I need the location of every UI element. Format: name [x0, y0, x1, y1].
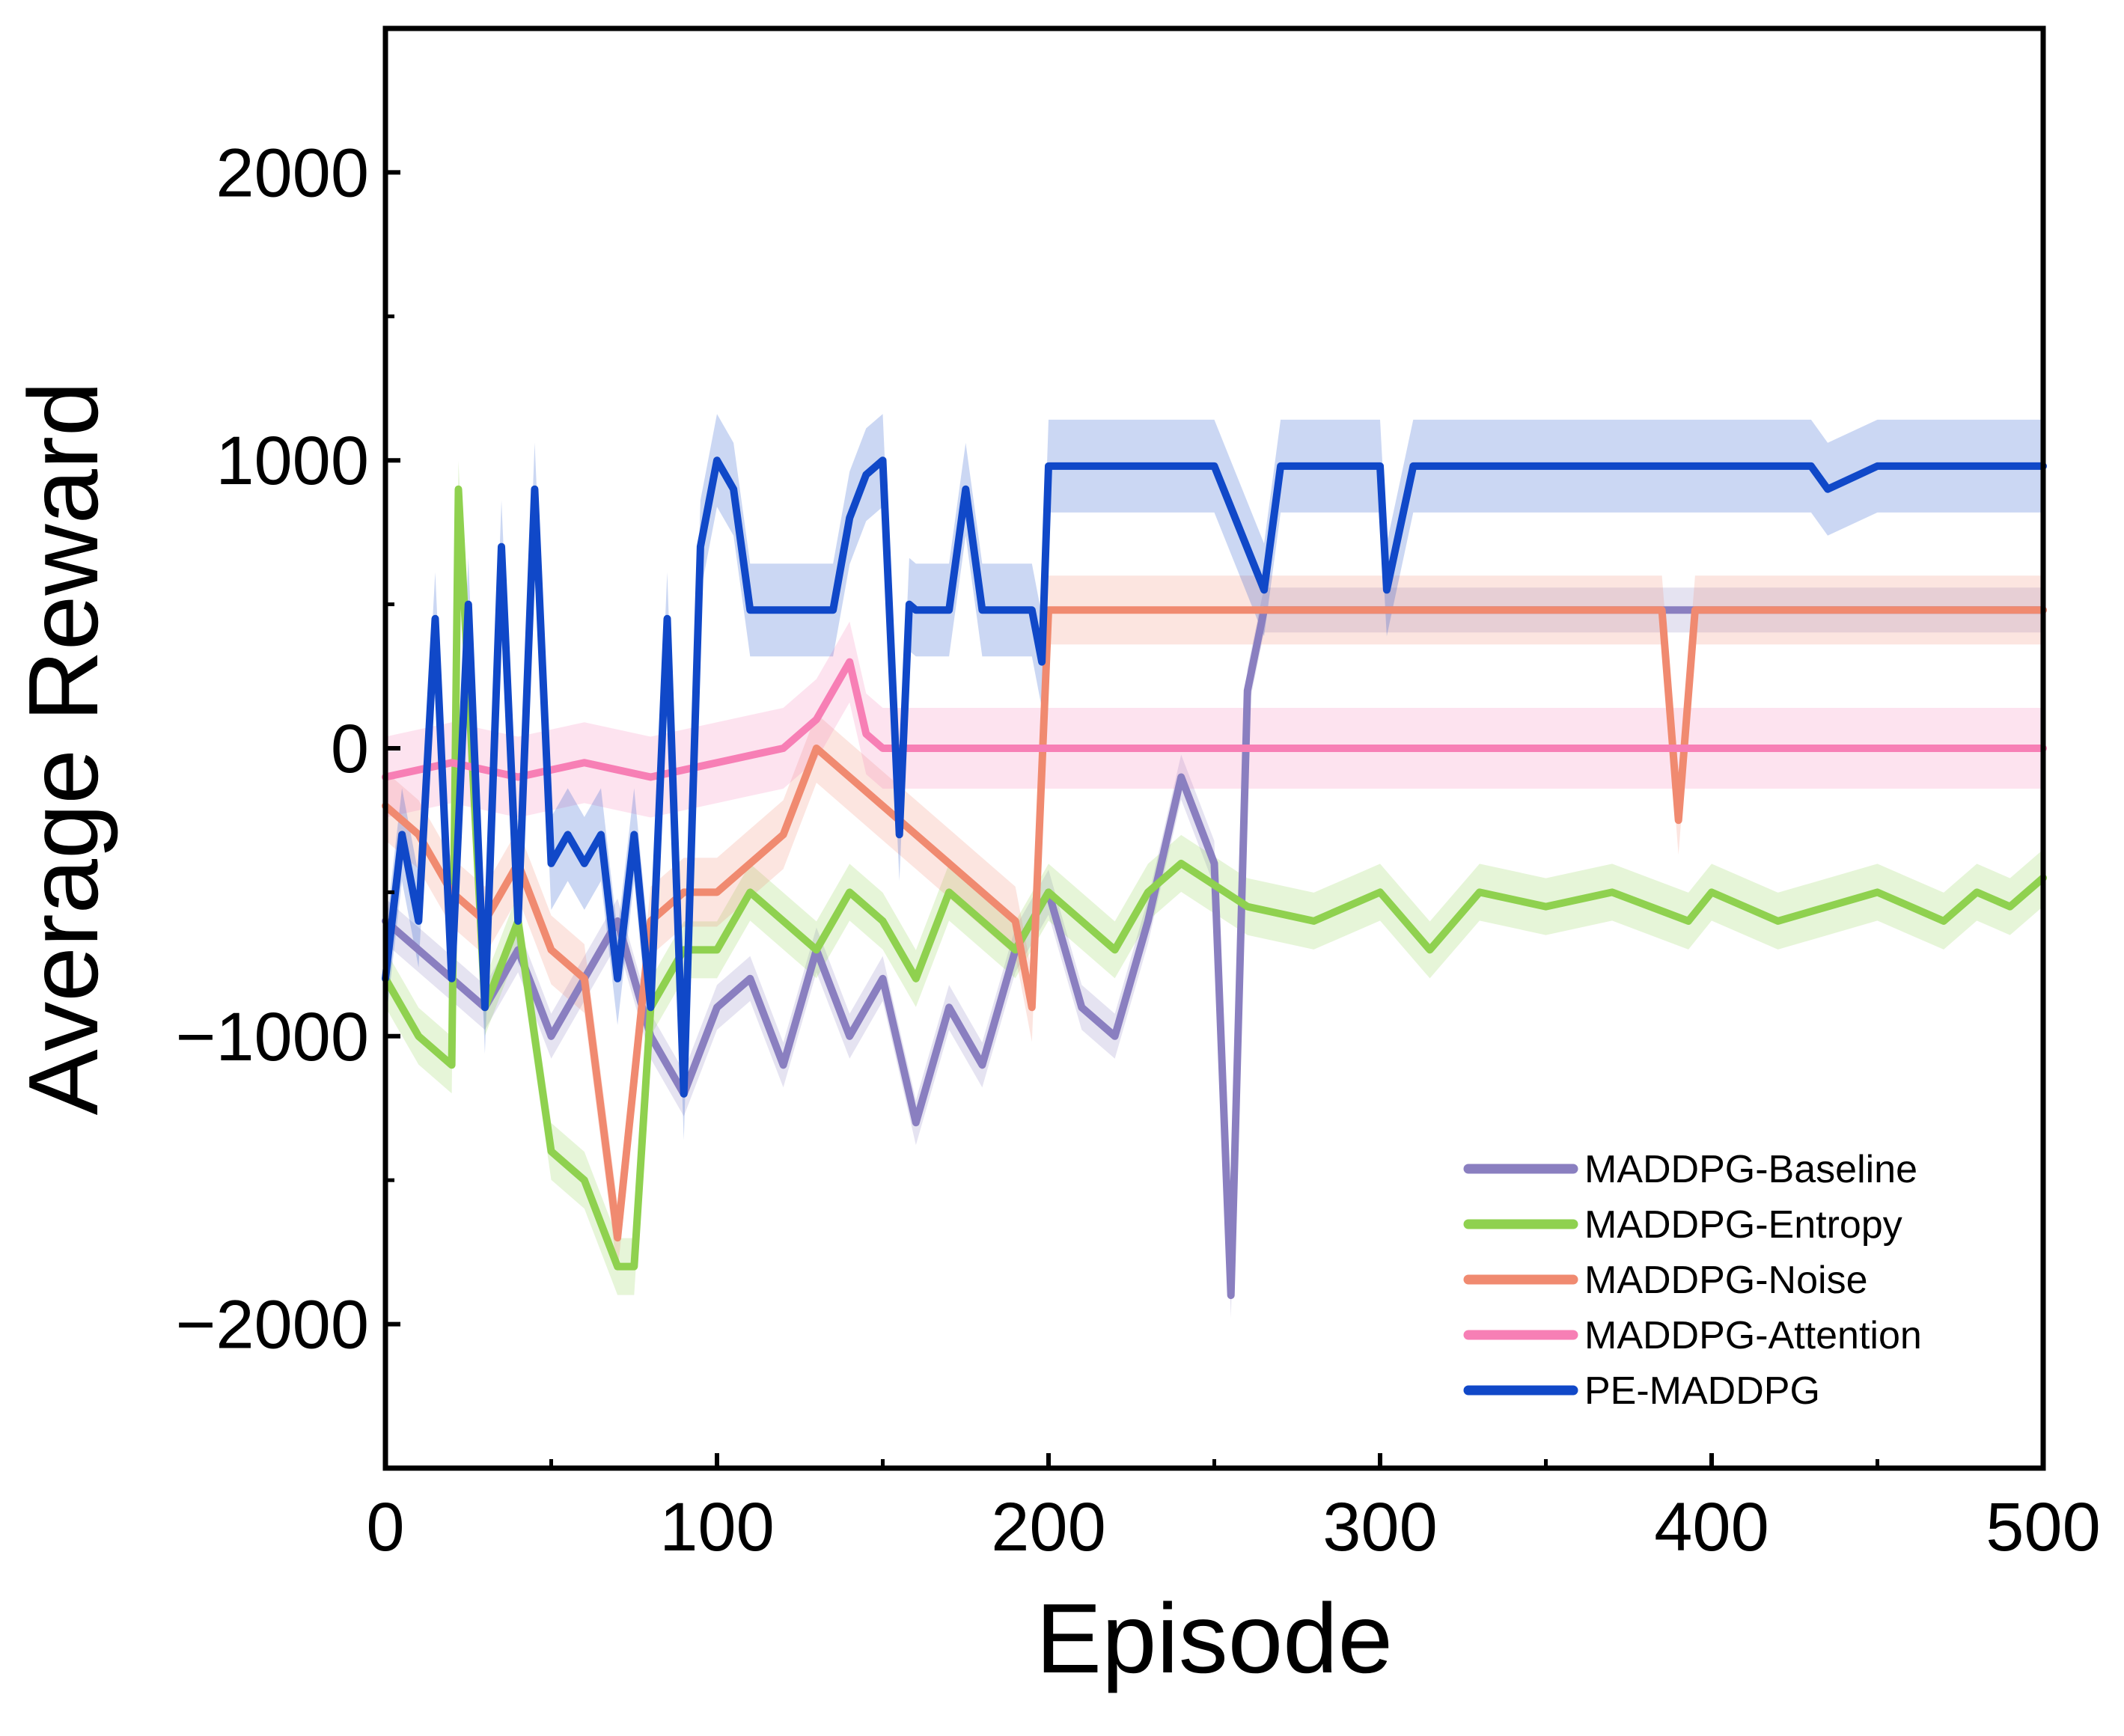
axis-ticks	[383, 170, 2045, 1468]
band-maddpg-attention	[385, 621, 2043, 818]
legend-label: MADDPG-Attention	[1584, 1314, 1922, 1357]
series-lines	[382, 456, 2047, 1300]
x-tick-label: 200	[991, 1489, 1106, 1565]
series-line-maddpg-attention	[382, 658, 2047, 781]
y-tick-label: 2000	[216, 135, 369, 211]
y-tick-label: −1000	[176, 999, 369, 1075]
x-tick-label: 400	[1654, 1489, 1769, 1565]
x-tick-label: 0	[366, 1489, 404, 1565]
y-tick-label: −2000	[176, 1287, 369, 1363]
legend-label: MADDPG-Noise	[1584, 1259, 1868, 1302]
series-line-pe-maddpg	[382, 456, 2047, 1098]
legend: MADDPG-Baseline MADDPG-Entropy MADDPG-Nois…	[1463, 1148, 1922, 1413]
x-tick-label: 300	[1322, 1489, 1438, 1565]
series-line-maddpg-noise	[382, 606, 2047, 1242]
y-tick-label: 0	[331, 711, 369, 787]
series-line-maddpg-entropy	[382, 485, 2047, 1271]
y-tick-label: 1000	[216, 423, 369, 499]
x-axis-title: Episode	[1036, 1583, 1393, 1693]
x-tick-label: 500	[1986, 1489, 2101, 1565]
y-axis-title: Average Reward	[8, 382, 118, 1116]
axis-tick-labels: 0 100 200 300 400 500 −2000 −1000 0 1000 2000	[176, 135, 2101, 1565]
x-tick-label: 100	[659, 1489, 775, 1565]
legend-label: MADDPG-Entropy	[1584, 1203, 1902, 1247]
band-maddpg-noise	[385, 575, 2043, 1273]
band-pe-maddpg	[385, 414, 2043, 1140]
legend-label: PE-MADDPG	[1584, 1369, 1820, 1413]
legend-label: MADDPG-Baseline	[1584, 1148, 1917, 1191]
